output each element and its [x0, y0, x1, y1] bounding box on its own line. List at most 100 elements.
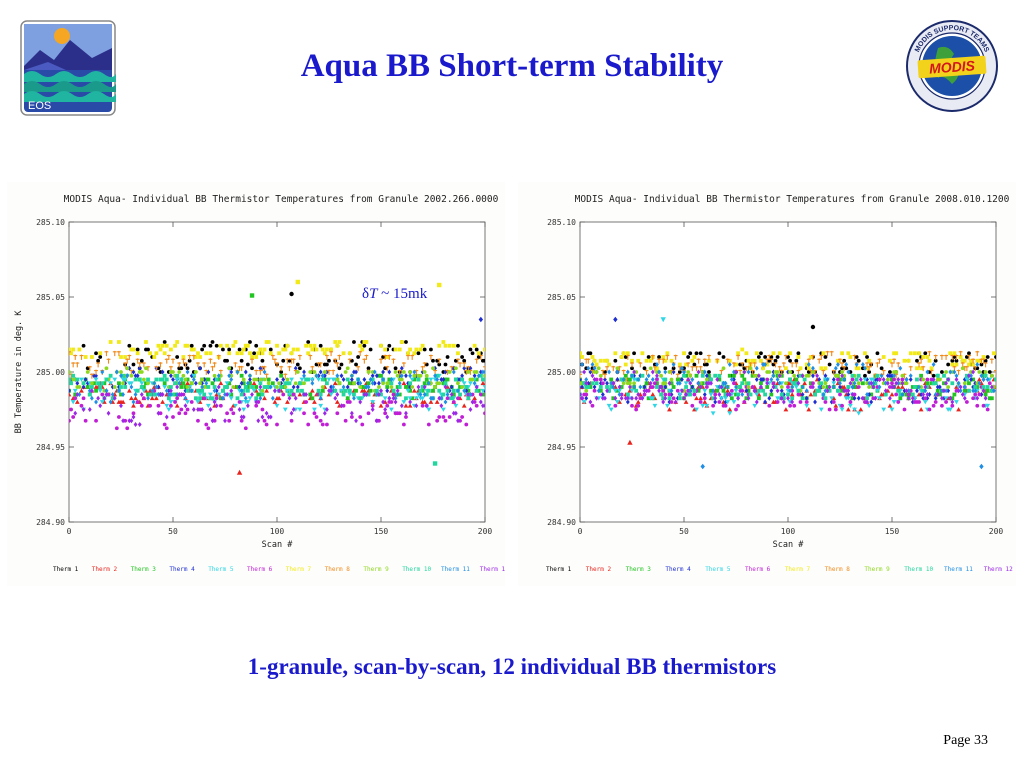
point-therm-8	[171, 358, 175, 364]
point-therm-10	[283, 381, 288, 386]
point-therm-2	[309, 388, 315, 393]
point-therm-10	[185, 388, 190, 393]
point-therm-7	[268, 351, 273, 356]
point-therm-11	[790, 384, 795, 390]
point-therm-8	[137, 362, 142, 368]
point-therm-10	[659, 392, 664, 397]
point-therm-9	[621, 381, 626, 386]
point-therm-9	[69, 370, 71, 374]
point-therm-3	[996, 389, 1000, 393]
delta-value: ~ 15mk	[377, 286, 428, 302]
point-therm-10	[437, 388, 442, 393]
point-therm-11	[702, 369, 707, 375]
point-therm-4	[915, 388, 919, 394]
point-therm-8	[675, 373, 680, 379]
point-therm-3	[94, 388, 98, 393]
point-therm-10	[424, 392, 429, 397]
point-therm-11	[426, 380, 431, 386]
point-therm-12	[623, 395, 628, 401]
point-therm-11	[958, 388, 963, 394]
point-therm-6	[320, 422, 325, 427]
point-therm-5	[70, 400, 76, 405]
point-therm-5	[954, 400, 959, 405]
legend-item: Therm 8	[825, 566, 851, 573]
point-therm-10	[391, 388, 396, 393]
point-therm-11	[117, 388, 121, 394]
point-therm-7	[306, 351, 311, 356]
point-therm-4	[131, 369, 136, 375]
point-therm-9	[260, 388, 265, 393]
point-therm-3	[204, 377, 209, 382]
point-therm-5	[405, 388, 411, 394]
point-therm-11	[908, 373, 913, 379]
point-therm-12	[858, 377, 863, 382]
point-therm-8	[869, 362, 874, 368]
point-therm-5	[401, 400, 407, 405]
point-therm-9	[767, 370, 772, 374]
point-therm-7	[598, 358, 603, 363]
point-therm-10	[121, 373, 125, 378]
point-therm-1	[717, 351, 722, 356]
point-therm-2	[461, 403, 467, 408]
point-therm-6	[264, 422, 269, 427]
legend-item: Therm 12	[480, 566, 505, 573]
point-therm-10	[119, 385, 123, 389]
point-therm-5	[428, 377, 434, 382]
chart-title: MODIS Aqua- Individual BB Thermistor Tem…	[575, 194, 1010, 205]
point-therm-3	[385, 385, 390, 389]
point-therm-9	[667, 370, 672, 374]
point-therm-7	[164, 343, 169, 348]
point-therm-8	[89, 373, 94, 379]
point-therm-8	[483, 365, 485, 372]
point-therm-6	[254, 403, 259, 408]
point-therm-3	[443, 377, 448, 382]
point-therm-5	[891, 400, 897, 405]
point-therm-10	[416, 377, 421, 382]
point-therm-12	[600, 395, 605, 401]
point-therm-5	[228, 396, 234, 401]
point-therm-12	[239, 414, 244, 420]
point-therm-12	[339, 403, 344, 409]
point-therm-12	[704, 380, 709, 386]
point-therm-8	[877, 358, 882, 364]
point-therm-4	[339, 373, 344, 379]
point-therm-10	[634, 388, 639, 393]
point-therm-3	[117, 381, 121, 386]
point-therm-11	[397, 380, 402, 386]
point-therm-10	[779, 392, 784, 397]
point-therm-11	[690, 377, 695, 382]
point-therm-7	[906, 358, 911, 363]
point-therm-10	[794, 381, 799, 386]
point-therm-8	[308, 354, 313, 360]
point-therm-7	[119, 355, 123, 359]
point-therm-1	[189, 343, 194, 348]
point-therm-12	[975, 395, 980, 401]
point-therm-7	[962, 358, 967, 363]
point-therm-6	[125, 426, 130, 431]
point-therm-12	[682, 395, 686, 401]
point-therm-5	[727, 411, 733, 416]
point-therm-4	[183, 388, 188, 394]
point-therm-4	[759, 377, 763, 382]
point-therm-6	[189, 400, 194, 404]
point-therm-4	[460, 373, 465, 379]
point-therm-3	[185, 377, 190, 382]
point-therm-11	[451, 369, 456, 375]
point-therm-11	[418, 392, 423, 397]
point-therm-11	[185, 369, 190, 375]
point-therm-5	[129, 381, 134, 386]
point-therm-7	[418, 347, 423, 352]
point-therm-7	[856, 366, 861, 371]
point-therm-1	[888, 370, 892, 374]
point-therm-10	[139, 385, 144, 389]
point-therm-11	[615, 369, 620, 375]
point-therm-3	[935, 388, 940, 393]
point-therm-12	[981, 388, 986, 394]
point-therm-12	[892, 384, 896, 390]
point-therm-1	[721, 355, 726, 359]
point-therm-10	[200, 388, 205, 393]
point-therm-8	[998, 366, 1002, 371]
point-therm-3	[410, 396, 415, 401]
point-therm-9	[823, 381, 828, 386]
point-therm-6	[692, 392, 697, 397]
